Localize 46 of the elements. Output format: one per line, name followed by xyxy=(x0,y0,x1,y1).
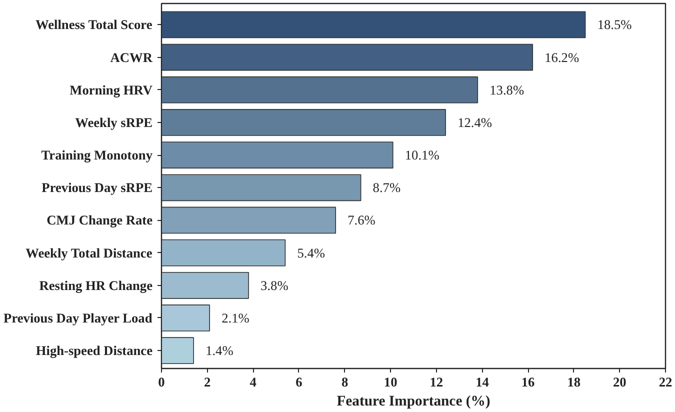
y-tick-label: Morning HRV xyxy=(70,82,153,98)
x-axis-title: Feature Importance (%) xyxy=(336,394,490,410)
x-tick-label: 8 xyxy=(341,374,348,390)
bar xyxy=(162,174,362,202)
data-label: 13.8% xyxy=(490,82,524,98)
data-label: 12.4% xyxy=(458,114,492,130)
data-label: 18.5% xyxy=(597,17,632,32)
y-tick-label: Wellness Total Score xyxy=(36,17,152,32)
bar xyxy=(162,337,194,364)
y-tick-label: High-speed Distance xyxy=(36,343,153,358)
bar xyxy=(162,109,446,136)
x-tick-label: 2 xyxy=(204,374,211,390)
data-label: 2.1% xyxy=(222,310,250,326)
data-label: 5.4% xyxy=(297,245,325,260)
x-tick-label: 0 xyxy=(158,374,166,390)
x-tick-label: 18 xyxy=(567,374,581,390)
bar xyxy=(162,44,534,71)
x-tick-label: 12 xyxy=(430,374,444,390)
y-tick-label: Weekly Total Distance xyxy=(26,245,152,260)
x-tick-label: 10 xyxy=(384,374,398,390)
y-tick-label: Training Monotony xyxy=(41,148,153,163)
data-label: 8.7% xyxy=(372,180,401,196)
y-tick-label: Previous Day sRPE xyxy=(42,180,153,196)
y-tick-label: Previous Day Player Load xyxy=(4,310,153,326)
data-label: 1.4% xyxy=(206,343,234,358)
x-tick-label: 14 xyxy=(476,374,490,390)
x-tick-label: 4 xyxy=(250,374,257,390)
bar xyxy=(162,76,478,104)
x-tick-label: 16 xyxy=(521,374,536,390)
bar xyxy=(162,239,286,266)
y-tick-label: CMJ Change Rate xyxy=(46,212,153,228)
y-tick-label: ACWR xyxy=(110,50,153,65)
bar xyxy=(162,142,394,168)
x-tick-label: 22 xyxy=(658,374,672,390)
x-tick-label: 20 xyxy=(613,374,627,390)
data-label: 10.1% xyxy=(404,148,440,163)
bar xyxy=(162,304,210,332)
x-tick-label: 6 xyxy=(296,374,303,390)
data-label: 3.8% xyxy=(260,278,288,293)
bar xyxy=(162,272,249,299)
bar xyxy=(162,11,586,38)
data-label: 16.2% xyxy=(544,50,580,65)
y-tick-label: Resting HR Change xyxy=(39,278,153,293)
bar xyxy=(162,206,336,234)
y-tick-label: Weekly sRPE xyxy=(75,114,153,130)
data-label: 7.6% xyxy=(348,212,376,228)
